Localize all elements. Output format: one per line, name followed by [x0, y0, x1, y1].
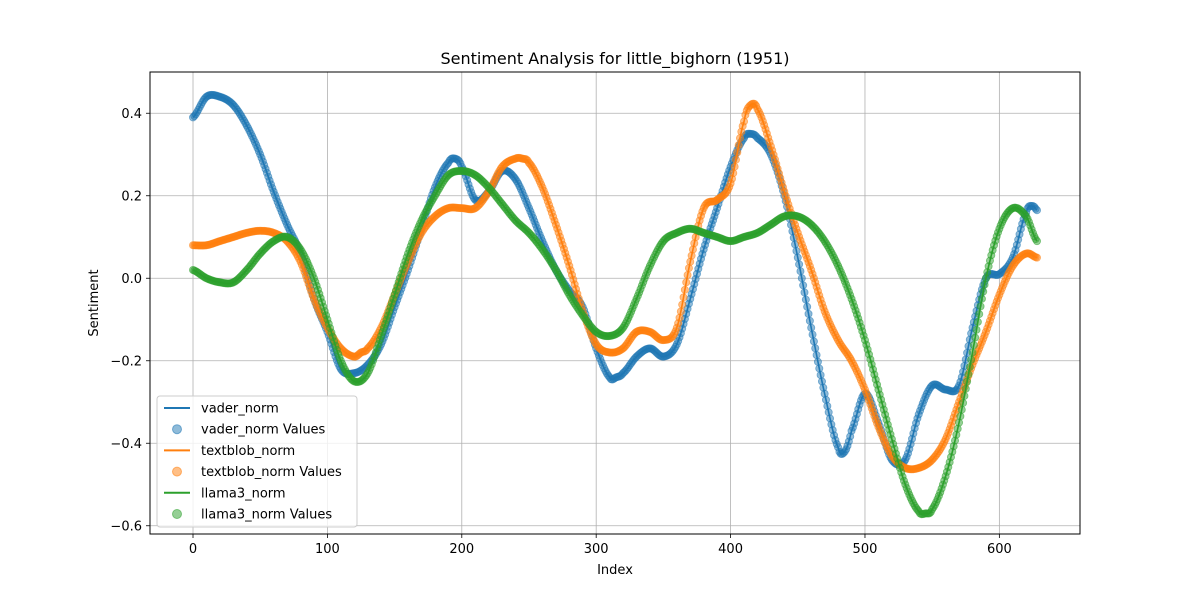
- series-textblob_norm: [189, 99, 1041, 474]
- textblob_norm-point: [730, 162, 739, 171]
- vader_norm-point: [815, 364, 824, 373]
- x-tick-label: 300: [584, 542, 609, 557]
- x-tick-label: 500: [853, 542, 878, 557]
- axis-ticks: 0 100 200 300 400 500 600 0.4 0.2 0.0 −0.2 −0.4 −0.6: [110, 107, 1011, 557]
- vader_norm-point: [809, 337, 818, 346]
- llama3_norm-point: [961, 384, 970, 393]
- x-tick-label: 600: [987, 542, 1012, 557]
- y-axis-label: Sentiment: [87, 269, 102, 336]
- llama3_norm-point: [971, 333, 980, 342]
- vader_norm-point: [812, 351, 821, 360]
- vader_norm-point: [804, 309, 813, 318]
- vader_norm-point: [807, 323, 816, 332]
- legend-label: vader_norm Values: [201, 423, 326, 438]
- legend-label: textblob_norm Values: [201, 465, 342, 480]
- llama3_norm-point: [956, 412, 965, 421]
- x-tick-label: 100: [315, 542, 340, 557]
- textblob_norm-point: [676, 307, 685, 316]
- textblob_norm-point: [678, 300, 687, 309]
- textblob_norm-point: [735, 134, 744, 143]
- vader_norm-point: [813, 357, 822, 366]
- llama3_norm-point: [979, 287, 988, 296]
- textblob_norm-point: [740, 117, 749, 126]
- legend-marker-swatch: [172, 424, 182, 435]
- y-tick-label: −0.6: [110, 519, 142, 534]
- llama3_norm-point: [967, 355, 976, 364]
- vader_norm-point: [793, 253, 802, 262]
- textblob_norm-point: [682, 278, 691, 287]
- textblob_norm-point: [679, 293, 688, 302]
- legend-box: [156, 395, 358, 528]
- llama3_norm-point: [963, 377, 972, 386]
- series-llama3_norm: [189, 166, 1041, 519]
- x-tick-label: 400: [718, 542, 743, 557]
- x-tick-label: 200: [449, 542, 474, 557]
- llama3_norm-point: [977, 294, 986, 303]
- vader_norm-point: [1032, 206, 1041, 215]
- llama3_norm-point: [960, 391, 969, 400]
- chart-title: Sentiment Analysis for little_bighorn (1…: [440, 49, 789, 69]
- y-tick-label: 0.4: [121, 107, 142, 122]
- llama3_norm-point: [964, 370, 973, 379]
- llama3_norm-point: [972, 325, 981, 334]
- textblob_norm-point: [729, 169, 738, 178]
- textblob_norm-point: [731, 155, 740, 164]
- llama3_norm-point: [1032, 237, 1041, 246]
- legend-label: llama3_norm: [201, 486, 286, 501]
- legend-marker-swatch: [172, 466, 182, 477]
- vader_norm-point: [805, 316, 814, 325]
- llama3_norm-point: [965, 363, 974, 372]
- llama3_norm-point: [968, 348, 977, 357]
- vader_norm-point: [797, 274, 806, 283]
- vader_norm-point: [811, 344, 820, 353]
- textblob_norm-point: [1032, 253, 1041, 262]
- vader_norm-point: [808, 330, 817, 339]
- legend-label: llama3_norm Values: [201, 508, 332, 523]
- llama3_norm-point: [959, 398, 968, 407]
- legend-label: textblob_norm: [201, 444, 295, 459]
- legend: vader_norm vader_norm Values textblob_norm…: [156, 395, 358, 528]
- x-axis-label: Index: [597, 563, 633, 578]
- llama3_norm-point: [973, 317, 982, 326]
- y-tick-label: −0.4: [110, 437, 142, 452]
- y-tick-label: 0.0: [121, 272, 142, 287]
- llama3_norm-point: [980, 280, 989, 289]
- vader_norm-point: [816, 370, 825, 379]
- vader_norm-point: [795, 260, 804, 269]
- y-tick-label: 0.2: [121, 189, 142, 204]
- vader_norm-point: [796, 267, 805, 276]
- y-tick-label: −0.2: [110, 354, 142, 369]
- vader_norm-point: [801, 295, 810, 304]
- legend-label: vader_norm: [201, 402, 279, 417]
- vader_norm-point: [803, 302, 812, 311]
- textblob_norm-point: [734, 141, 743, 150]
- x-tick-label: 0: [189, 542, 197, 557]
- vader_norm-point: [800, 288, 809, 297]
- plot-frame: [149, 71, 1081, 535]
- llama3_norm-point: [969, 341, 978, 350]
- vader_norm-point: [799, 281, 808, 290]
- llama3_norm-point: [975, 310, 984, 319]
- legend-marker-swatch: [172, 509, 182, 519]
- textblob_norm-point: [683, 271, 692, 280]
- vader_norm-point: [792, 247, 801, 256]
- llama3_norm-point: [976, 302, 985, 311]
- llama3_norm-point: [957, 405, 966, 414]
- textblob_norm-point: [680, 285, 689, 294]
- textblob_norm-point: [733, 148, 742, 157]
- series-layer: [189, 90, 1041, 519]
